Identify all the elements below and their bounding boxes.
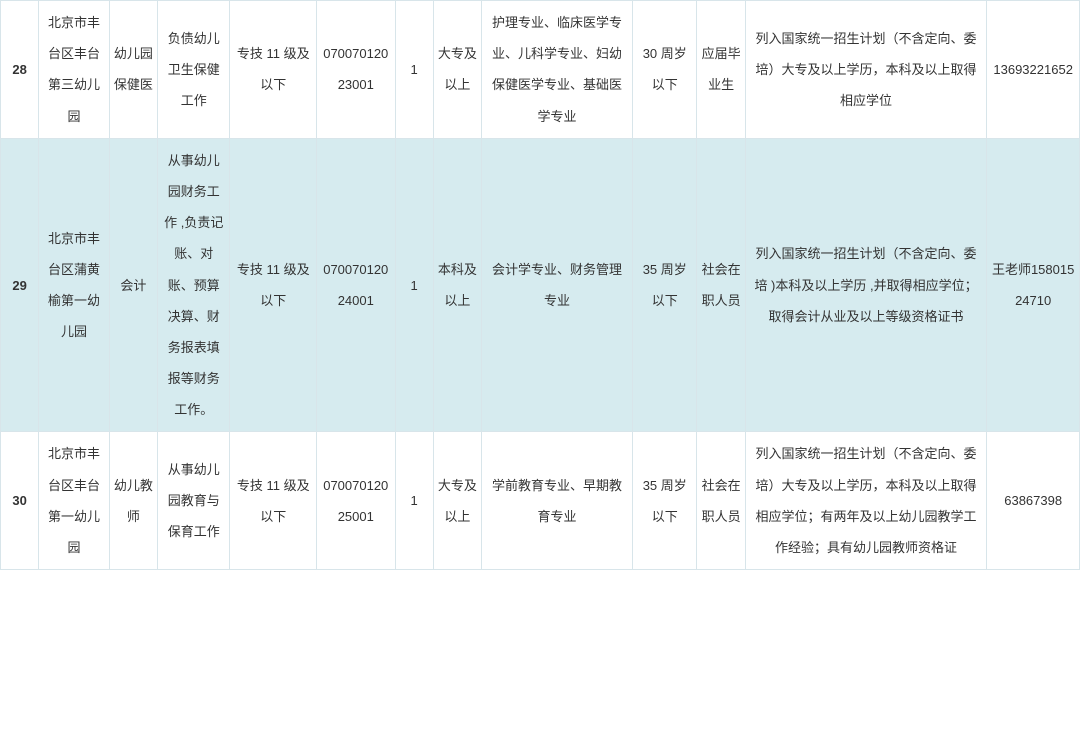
- cell-contact: 63867398: [987, 432, 1080, 570]
- cell-idx: 29: [1, 138, 39, 432]
- cell-grade: 专技 11 级及以下: [230, 138, 317, 432]
- cell-idx: 28: [1, 1, 39, 139]
- cell-source: 社会在职人员: [697, 432, 745, 570]
- cell-org: 北京市丰台区丰台第一幼儿园: [39, 432, 109, 570]
- cell-code: 07007012023001: [317, 1, 396, 139]
- cell-edu: 大专及以上: [433, 1, 481, 139]
- cell-idx: 30: [1, 432, 39, 570]
- cell-contact: 王老师15801524710: [987, 138, 1080, 432]
- cell-grade: 专技 11 级及以下: [230, 1, 317, 139]
- table-row: 28 北京市丰台区丰台第三幼儿园 幼儿园保健医 负债幼儿卫生保健工作 专技 11…: [1, 1, 1080, 139]
- cell-duty: 从事幼儿园财务工作 ,负责记账、对账、预算决算、财务报表填报等财务工作。: [158, 138, 230, 432]
- cell-age: 35 周岁以下: [633, 432, 697, 570]
- cell-count: 1: [395, 138, 433, 432]
- cell-post: 幼儿园保健医: [109, 1, 157, 139]
- cell-req: 列入国家统一招生计划（不含定向、委培 )本科及以上学历 ,并取得相应学位；取得会…: [745, 138, 987, 432]
- cell-org: 北京市丰台区蒲黄榆第一幼儿园: [39, 138, 109, 432]
- recruitment-table: 28 北京市丰台区丰台第三幼儿园 幼儿园保健医 负债幼儿卫生保健工作 专技 11…: [0, 0, 1080, 570]
- cell-contact: 13693221652: [987, 1, 1080, 139]
- cell-grade: 专技 11 级及以下: [230, 432, 317, 570]
- cell-req: 列入国家统一招生计划（不含定向、委培）大专及以上学历，本科及以上取得相应学位: [745, 1, 987, 139]
- cell-age: 35 周岁以下: [633, 138, 697, 432]
- cell-age: 30 周岁以下: [633, 1, 697, 139]
- cell-major: 学前教育专业、早期教育专业: [482, 432, 633, 570]
- table-row: 29 北京市丰台区蒲黄榆第一幼儿园 会计 从事幼儿园财务工作 ,负责记账、对账、…: [1, 138, 1080, 432]
- cell-source: 社会在职人员: [697, 138, 745, 432]
- cell-edu: 本科及以上: [433, 138, 481, 432]
- cell-count: 1: [395, 1, 433, 139]
- cell-major: 会计学专业、财务管理专业: [482, 138, 633, 432]
- cell-source: 应届毕业生: [697, 1, 745, 139]
- cell-code: 07007012024001: [317, 138, 396, 432]
- cell-count: 1: [395, 432, 433, 570]
- cell-duty: 从事幼儿园教育与保育工作: [158, 432, 230, 570]
- cell-org: 北京市丰台区丰台第三幼儿园: [39, 1, 109, 139]
- cell-edu: 大专及以上: [433, 432, 481, 570]
- table-row: 30 北京市丰台区丰台第一幼儿园 幼儿教师 从事幼儿园教育与保育工作 专技 11…: [1, 432, 1080, 570]
- cell-duty: 负债幼儿卫生保健工作: [158, 1, 230, 139]
- cell-post: 会计: [109, 138, 157, 432]
- cell-code: 07007012025001: [317, 432, 396, 570]
- cell-post: 幼儿教师: [109, 432, 157, 570]
- cell-major: 护理专业、临床医学专业、儿科学专业、妇幼保健医学专业、基础医学专业: [482, 1, 633, 139]
- cell-req: 列入国家统一招生计划（不含定向、委培）大专及以上学历，本科及以上取得相应学位；有…: [745, 432, 987, 570]
